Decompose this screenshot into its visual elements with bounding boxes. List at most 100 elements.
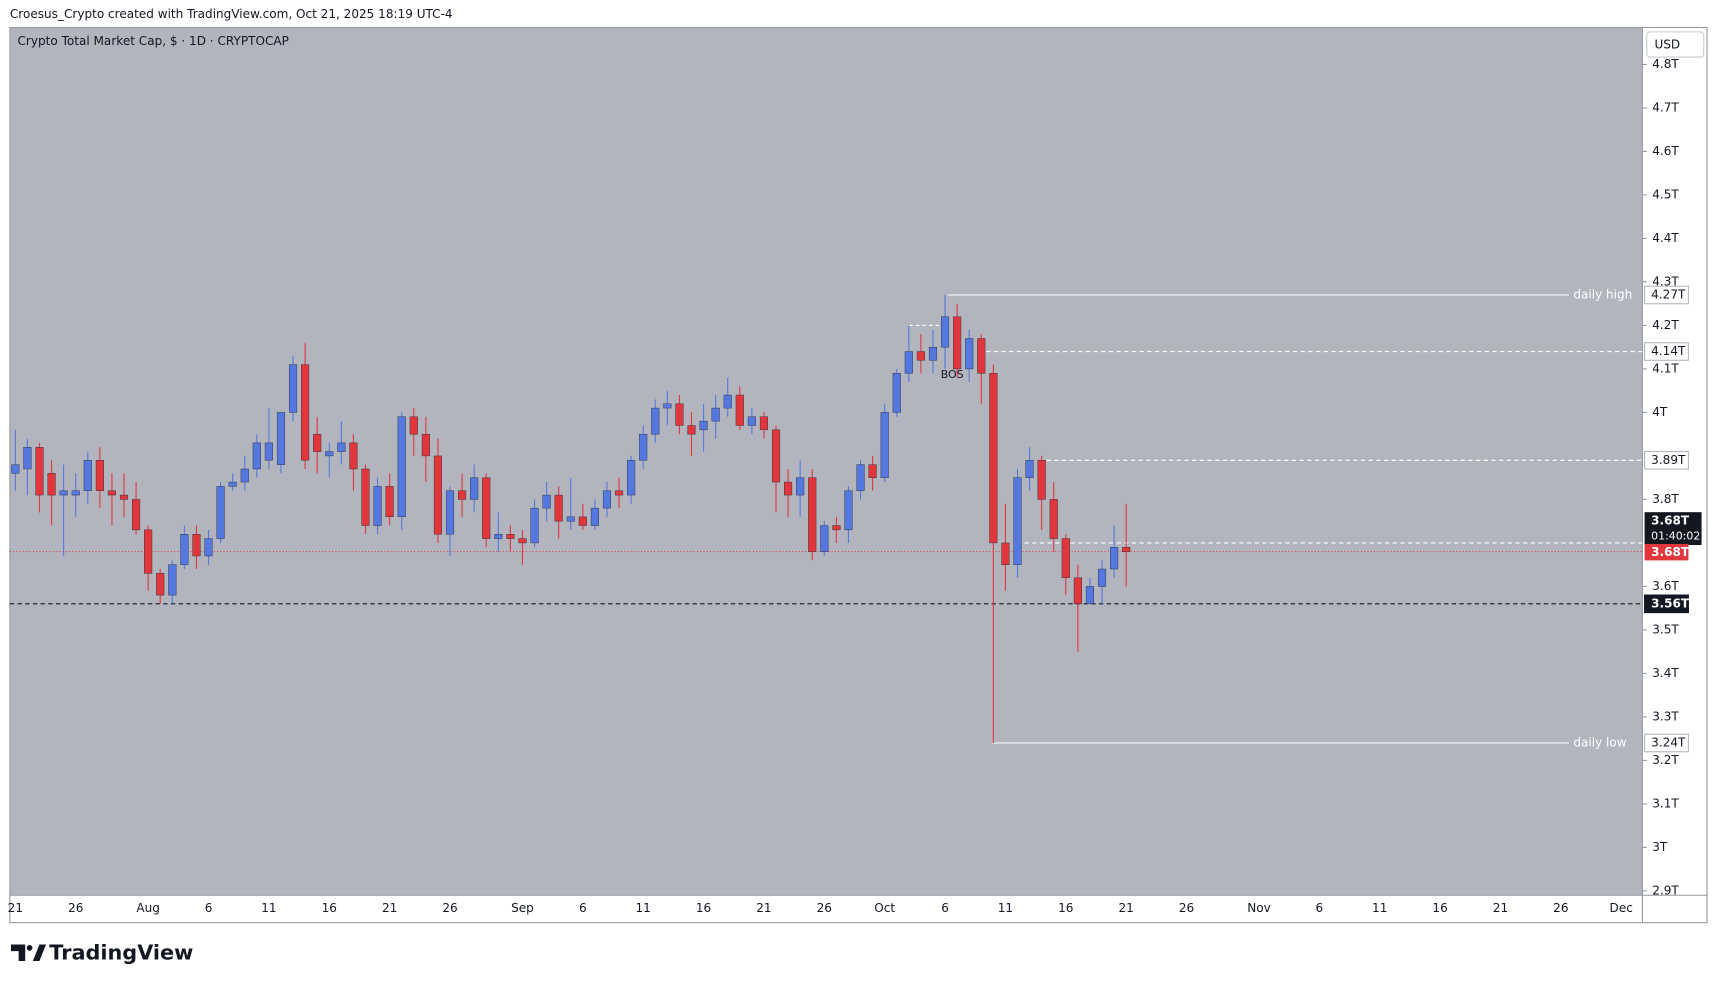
price-label: 3.24T (1651, 736, 1686, 750)
last-price-tag (1644, 543, 1689, 561)
y-tick-label: 4T (1652, 405, 1668, 419)
logo-mark (10, 944, 26, 961)
candle-body (566, 516, 575, 522)
candle-body (252, 442, 261, 470)
price-label-box (1644, 450, 1689, 470)
price-label-box (1644, 594, 1689, 614)
candle-body (928, 346, 938, 361)
y-tick-label: 4.7T (1652, 100, 1679, 114)
candle-body (880, 412, 889, 478)
x-tick-label: 11 (998, 901, 1013, 915)
candle-body (168, 564, 177, 596)
candle-body (506, 534, 515, 539)
candle-body (458, 490, 467, 500)
candle-body (264, 442, 273, 461)
y-tick-label: 3.2T (1652, 753, 1679, 767)
y-tick-label: 4.5T (1652, 187, 1679, 201)
last-price-label: 3.68T (1651, 513, 1690, 527)
x-tick-label: 26 (1553, 901, 1568, 915)
candle-body (119, 494, 129, 500)
candle-body (602, 490, 612, 509)
candle-body (301, 364, 310, 461)
y-tick-label: 3.3T (1652, 709, 1679, 723)
candle-body (820, 525, 829, 552)
price-label-box (1644, 733, 1689, 753)
candle-body (771, 429, 781, 483)
x-tick-label: 6 (1316, 901, 1324, 915)
candle-body (1025, 460, 1034, 478)
x-tick-label: 6 (941, 901, 949, 915)
candle-body (784, 481, 793, 496)
currency-label: USD (1654, 38, 1680, 52)
candle-body (397, 416, 406, 518)
candle-body (796, 477, 805, 496)
candle-body (228, 481, 237, 487)
x-tick-label: 21 (8, 901, 23, 915)
price-label: 4.14T (1651, 344, 1686, 358)
logo-mark (32, 944, 47, 961)
candle-body (240, 468, 249, 483)
candle-body (1110, 547, 1119, 570)
y-tick-label: 3.4T (1652, 666, 1679, 680)
candle-body (1097, 568, 1107, 587)
x-tick-label: 21 (382, 901, 397, 915)
candle-body (373, 486, 382, 526)
candle-body (663, 403, 672, 409)
candle-body (1073, 577, 1082, 605)
candle-body (83, 460, 92, 491)
time-axis (9, 895, 1708, 923)
candle-body (71, 490, 80, 496)
candle-body (409, 416, 418, 435)
candle-body (687, 425, 696, 435)
x-tick-label: Nov (1247, 901, 1271, 915)
candle-body (95, 460, 104, 491)
y-tick-label: 4.1T (1652, 361, 1679, 375)
price-label-box (1644, 342, 1689, 361)
x-tick-label: 6 (205, 901, 213, 915)
candle-body (735, 394, 744, 426)
candle-body (23, 447, 32, 470)
candle-body (192, 534, 201, 557)
level-note: daily high (1573, 287, 1632, 301)
candle-body (699, 420, 708, 431)
x-tick-label: 11 (1372, 901, 1387, 915)
frame (9, 26, 1708, 924)
y-tick-label: 4.8T (1652, 57, 1679, 71)
candle-body (940, 316, 950, 348)
x-tick-label: 21 (1493, 901, 1508, 915)
last-price-tag-label: 3.68T (1651, 545, 1690, 559)
candle-body (337, 442, 346, 452)
candle-body (1061, 538, 1070, 578)
candle-body (288, 364, 298, 413)
candle-body (578, 516, 587, 526)
candle-body (132, 499, 141, 531)
price-label: 4.27T (1651, 287, 1686, 301)
candle-body (276, 412, 286, 465)
y-tick-label: 3.5T (1652, 622, 1679, 636)
x-tick-label: 16 (696, 901, 711, 915)
candle-body (518, 538, 527, 544)
x-tick-label: 26 (1179, 901, 1194, 915)
candle-body (494, 534, 503, 539)
last-price-box (1644, 512, 1702, 546)
candle-body (916, 351, 925, 361)
currency-button[interactable] (1646, 31, 1705, 58)
candle-body (47, 473, 56, 496)
y-tick-label: 2.9T (1652, 883, 1679, 897)
candle-body (313, 433, 322, 452)
price-label: 3.56T (1651, 596, 1690, 610)
candle-body (723, 394, 732, 409)
x-tick-label: 21 (1118, 901, 1133, 915)
logo: TradingView (10, 940, 193, 964)
candle-body (1049, 499, 1058, 539)
candle-body (747, 416, 756, 426)
candle-body (445, 490, 455, 535)
x-tick-label: Dec (1610, 901, 1633, 915)
candle-body (144, 529, 153, 574)
candle-body (711, 407, 720, 422)
x-tick-label: 26 (68, 901, 83, 915)
candle-body (627, 460, 636, 496)
plot: 2.9T 3T 3.1T 3.2T 3.3T 3.4T 3.5T 3.6T 3.8T 4T 4.1T… (8, 57, 1702, 915)
candle-body (856, 464, 865, 491)
candle-body (1122, 547, 1131, 552)
